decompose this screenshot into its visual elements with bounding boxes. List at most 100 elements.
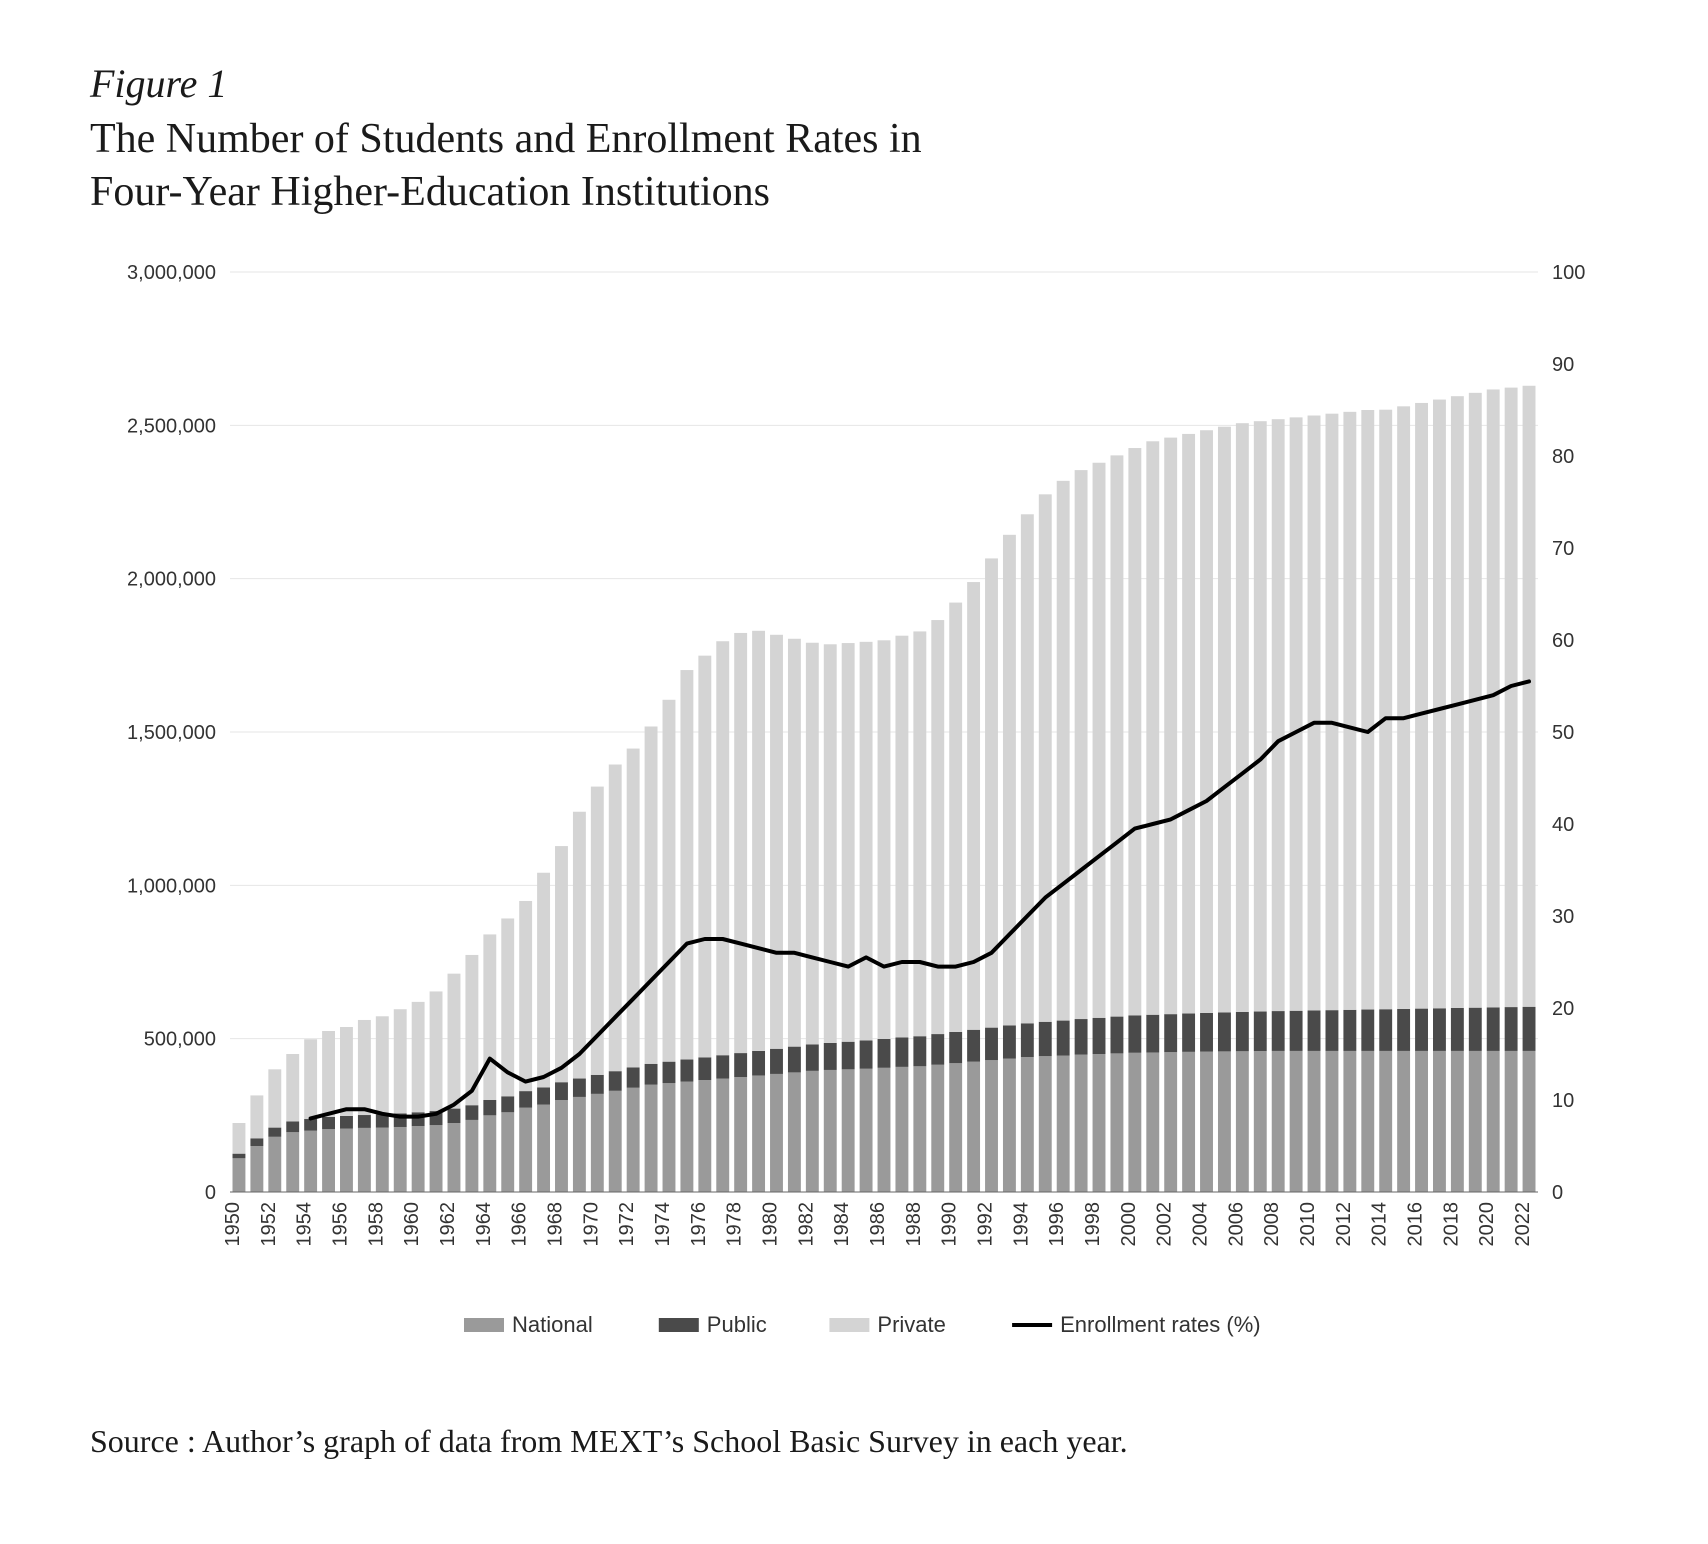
bar-public bbox=[1397, 1009, 1410, 1051]
bar-national bbox=[358, 1128, 371, 1192]
bar-national bbox=[1057, 1056, 1070, 1192]
bar-private bbox=[878, 640, 891, 1039]
bar-public bbox=[250, 1138, 263, 1146]
bar-public bbox=[1146, 1015, 1159, 1053]
bar-private bbox=[931, 620, 944, 1034]
bar-public bbox=[1415, 1009, 1428, 1051]
bar-public bbox=[1523, 1007, 1536, 1051]
bar-public bbox=[752, 1051, 765, 1076]
x-tick-label: 1982 bbox=[795, 1202, 817, 1247]
x-tick-label: 1964 bbox=[473, 1202, 495, 1247]
bar-private bbox=[1397, 406, 1410, 1009]
bar-public bbox=[591, 1075, 604, 1094]
bar-national bbox=[1308, 1051, 1321, 1192]
bar-public bbox=[770, 1049, 783, 1074]
x-tick-label: 1996 bbox=[1046, 1202, 1068, 1247]
bar-private bbox=[412, 1002, 425, 1112]
bar-national bbox=[448, 1123, 461, 1192]
x-tick-label: 2012 bbox=[1333, 1202, 1355, 1247]
y-right-tick-label: 100 bbox=[1552, 262, 1585, 284]
bar-national bbox=[555, 1100, 568, 1192]
bar-public bbox=[501, 1096, 514, 1112]
page: Figure 1 The Number of Students and Enro… bbox=[0, 0, 1708, 1544]
x-tick-label: 1950 bbox=[222, 1202, 244, 1247]
bar-public bbox=[1272, 1011, 1285, 1051]
bar-national bbox=[842, 1069, 855, 1192]
bar-national bbox=[788, 1072, 801, 1192]
legend-public-label: Public bbox=[707, 1312, 767, 1337]
x-tick-label: 2022 bbox=[1512, 1202, 1534, 1247]
bar-national bbox=[340, 1129, 353, 1192]
bar-private bbox=[1415, 403, 1428, 1009]
bar-public bbox=[268, 1128, 281, 1137]
bar-national bbox=[1272, 1051, 1285, 1192]
bar-private bbox=[645, 726, 658, 1063]
bar-public bbox=[519, 1091, 532, 1108]
bar-public bbox=[286, 1121, 299, 1132]
x-tick-label: 1986 bbox=[867, 1202, 889, 1247]
bar-national bbox=[304, 1131, 317, 1192]
y-right-tick-label: 0 bbox=[1552, 1182, 1563, 1204]
y-left-tick-label: 500,000 bbox=[144, 1029, 216, 1051]
bar-national bbox=[268, 1137, 281, 1192]
bar-public bbox=[573, 1079, 586, 1097]
bar-national bbox=[895, 1067, 908, 1192]
bar-national bbox=[1343, 1051, 1356, 1192]
bar-public bbox=[1200, 1013, 1213, 1052]
legend-private-swatch bbox=[829, 1318, 869, 1332]
bar-private bbox=[340, 1027, 353, 1116]
bar-national bbox=[734, 1077, 747, 1192]
bar-public bbox=[304, 1119, 317, 1131]
bar-national bbox=[806, 1071, 819, 1192]
bar-public bbox=[340, 1116, 353, 1129]
bar-public bbox=[1182, 1014, 1195, 1052]
bar-public bbox=[1308, 1010, 1321, 1050]
bar-national bbox=[286, 1132, 299, 1192]
bar-national bbox=[1487, 1051, 1500, 1192]
bar-national bbox=[967, 1062, 980, 1192]
bar-national bbox=[663, 1083, 676, 1192]
y-left-tick-label: 2,500,000 bbox=[127, 415, 216, 437]
bar-national bbox=[1236, 1051, 1249, 1192]
bar-private bbox=[304, 1039, 317, 1119]
y-right-tick-label: 80 bbox=[1552, 446, 1574, 468]
bar-private bbox=[1164, 438, 1177, 1015]
bar-public bbox=[1469, 1008, 1482, 1051]
y-right-tick-label: 40 bbox=[1552, 814, 1574, 836]
bar-national bbox=[519, 1108, 532, 1192]
bar-private bbox=[627, 749, 640, 1068]
source-note: Source : Author’s graph of data from MEX… bbox=[90, 1423, 1618, 1460]
bar-private bbox=[1146, 441, 1159, 1014]
bar-national bbox=[698, 1080, 711, 1192]
source-prefix: Source : Author’s graph of data from bbox=[90, 1423, 570, 1459]
chart-container: 0500,0001,000,0001,500,0002,000,0002,500… bbox=[90, 252, 1618, 1377]
bar-private bbox=[394, 1009, 407, 1113]
bar-private bbox=[555, 846, 568, 1082]
bar-private bbox=[1343, 412, 1356, 1010]
bar-public bbox=[233, 1154, 246, 1159]
x-tick-label: 1960 bbox=[401, 1202, 423, 1247]
x-tick-label: 1988 bbox=[903, 1202, 925, 1247]
bar-national bbox=[1523, 1051, 1536, 1192]
bar-national bbox=[1021, 1057, 1034, 1192]
bar-private bbox=[1236, 423, 1249, 1012]
bar-national bbox=[537, 1105, 550, 1192]
bar-public bbox=[1433, 1008, 1446, 1051]
bar-private bbox=[1505, 388, 1518, 1007]
figure-title-line1: The Number of Students and Enrollment Ra… bbox=[90, 116, 922, 162]
bar-public bbox=[609, 1071, 622, 1091]
bar-public bbox=[1451, 1008, 1464, 1051]
bar-private bbox=[1361, 410, 1374, 1010]
bar-public bbox=[1236, 1012, 1249, 1051]
legend-enrollment-line-label: Enrollment rates (%) bbox=[1060, 1312, 1261, 1337]
bar-public bbox=[1290, 1011, 1303, 1051]
bar-private bbox=[1057, 481, 1070, 1021]
bar-private bbox=[716, 641, 729, 1055]
bar-national bbox=[483, 1115, 496, 1192]
bar-public bbox=[465, 1105, 478, 1120]
bar-public bbox=[1254, 1012, 1267, 1052]
bar-public bbox=[895, 1037, 908, 1066]
bar-private bbox=[806, 643, 819, 1045]
figure-title-line2: Four-Year Higher-Education Institutions bbox=[90, 169, 770, 215]
bar-national bbox=[645, 1085, 658, 1192]
